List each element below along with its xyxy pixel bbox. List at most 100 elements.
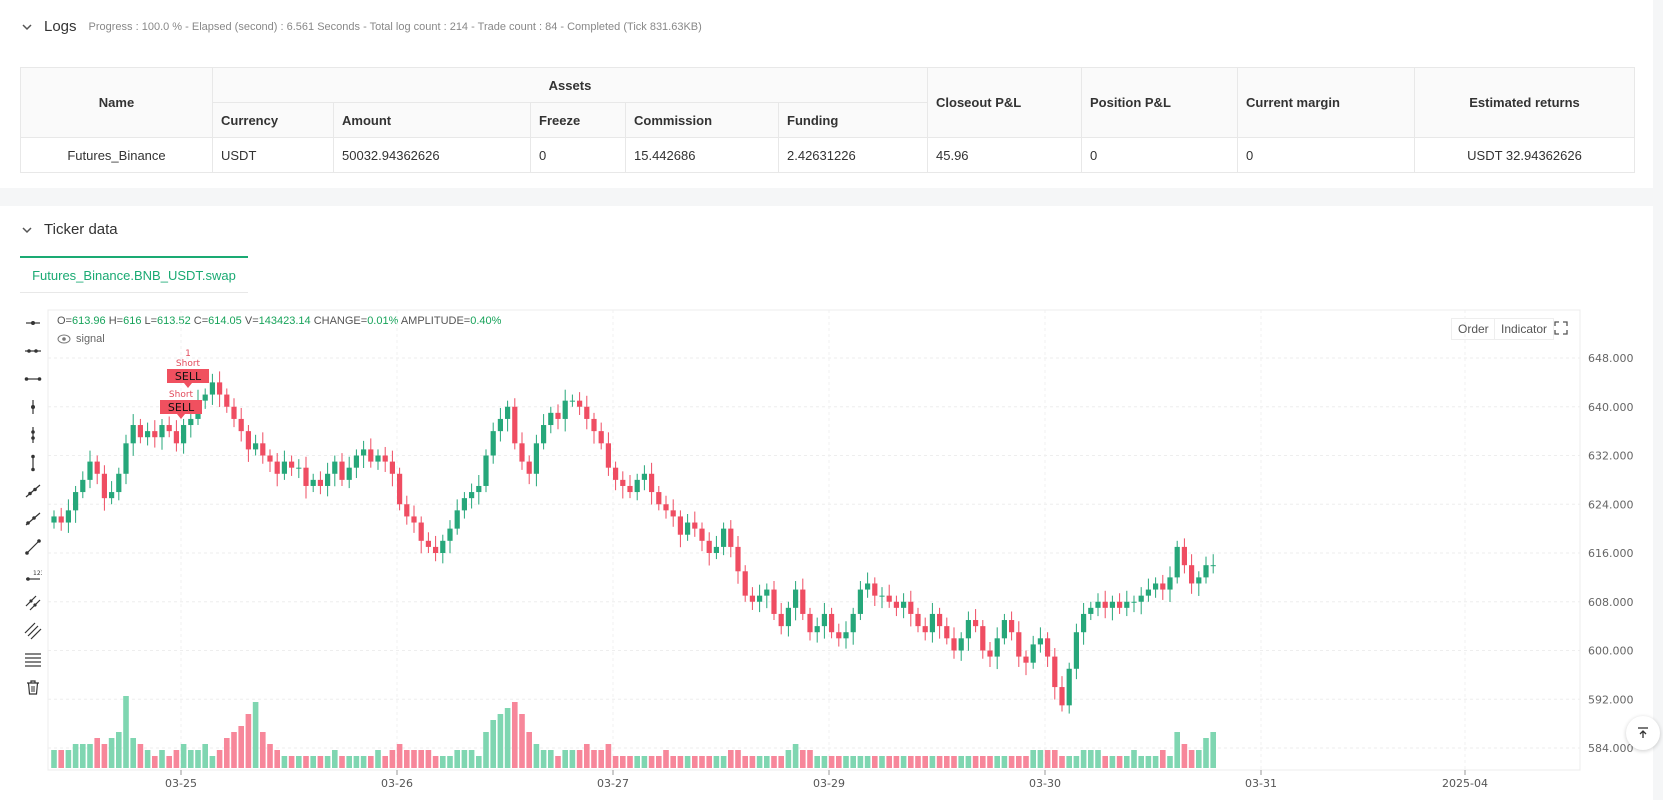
volume-bar (339, 756, 345, 768)
volume-bar (915, 756, 921, 768)
candle-body (440, 540, 446, 553)
fibonacci-icon[interactable] (24, 650, 42, 668)
candle-body (627, 485, 633, 493)
trash-icon[interactable] (24, 678, 42, 696)
volume-bar (1008, 756, 1015, 768)
eye-icon[interactable] (57, 334, 71, 344)
candle-body (231, 406, 237, 419)
volume-bar (900, 756, 907, 768)
candle-body (814, 626, 820, 633)
volume-bar (274, 750, 280, 768)
volume-bar (51, 750, 57, 768)
candle-body (209, 382, 215, 395)
volume-bar (1037, 750, 1044, 768)
x-tick-label: 03-30 (1029, 777, 1061, 790)
volume-bar (1167, 756, 1173, 768)
price-channel-icon[interactable] (24, 622, 42, 640)
volume-bar (353, 756, 360, 768)
trend-line-icon[interactable] (24, 510, 42, 528)
candle-body (173, 431, 179, 444)
candle-body (425, 540, 431, 547)
col-amount: Amount (333, 102, 531, 138)
volume-bar (360, 756, 367, 768)
volume-bar (188, 750, 194, 768)
c-label: C= (193, 315, 209, 327)
trend-ray-icon[interactable] (24, 482, 42, 500)
volume-bar (1059, 756, 1065, 768)
y-tick-label: 592.000 (1588, 693, 1634, 706)
candle-body (793, 589, 799, 608)
volume-bar (706, 756, 712, 768)
volume-bar (792, 744, 799, 768)
logs-header[interactable]: Logs Progress : 100.0 % - Elapsed (secon… (20, 18, 702, 35)
candle-body (1009, 620, 1015, 633)
order-button[interactable]: Order (1451, 318, 1496, 340)
cell-position: 0 (1081, 137, 1238, 173)
volume-bar (591, 750, 597, 768)
volume-bar (116, 732, 122, 768)
candle-body (1174, 546, 1180, 578)
volume-bar (173, 750, 180, 768)
volume-bar (720, 756, 727, 768)
vertical-line-icon[interactable] (24, 426, 42, 444)
candle-body (843, 632, 849, 639)
horizontal-line-icon[interactable] (24, 342, 42, 360)
logs-title: Logs (44, 18, 77, 35)
chevron-down-icon[interactable] (20, 223, 34, 237)
volume-bar (540, 750, 547, 768)
x-tick-label: 2025-04 (1442, 777, 1488, 790)
candle-body (1153, 583, 1159, 590)
horizontal-segment-icon[interactable] (24, 370, 42, 388)
candle-body (742, 571, 748, 596)
candle-body (1109, 601, 1115, 608)
vertical-segment-icon[interactable] (24, 454, 42, 472)
tab-bnb-usdt-swap[interactable]: Futures_Binance.BNB_USDT.swap (20, 256, 248, 293)
volume-bar (1080, 750, 1087, 768)
volume-bar (872, 756, 878, 768)
price-line-icon[interactable]: 123 (24, 566, 42, 584)
volume-bar (656, 756, 662, 768)
volume-bar (224, 738, 230, 768)
candle-body (447, 528, 453, 541)
col-funding: Funding (778, 102, 928, 138)
candle-body (857, 589, 863, 614)
candle-body (562, 400, 568, 419)
candle-body (1160, 583, 1166, 590)
candle-body (433, 546, 439, 553)
volume-bar (1052, 750, 1058, 768)
candle-body (908, 601, 914, 614)
horizontal-ray-icon[interactable] (24, 314, 42, 332)
candle-body (238, 418, 244, 432)
candle-body (685, 522, 691, 535)
chevron-down-icon[interactable] (20, 20, 34, 34)
col-margin: Current margin (1237, 67, 1415, 138)
volume-bar (260, 732, 266, 768)
open-value: 613.96 (71, 315, 106, 327)
indicator-button[interactable]: Indicator (1494, 318, 1555, 340)
vertical-ray-icon[interactable] (24, 398, 42, 416)
candle-body (505, 406, 511, 419)
plot-frame (47, 309, 1581, 771)
assets-table: Name Assets Closeout P&L Position P&L Cu… (20, 67, 1635, 173)
back-to-top-button[interactable] (1626, 716, 1660, 750)
volume-bar (987, 756, 993, 768)
ticker-header[interactable]: Ticker data (20, 221, 118, 238)
x-tick-label: 03-29 (813, 777, 845, 790)
candle-body (980, 626, 986, 651)
candle-body (1203, 565, 1209, 578)
segment-icon[interactable] (24, 538, 42, 556)
volume-bar (1102, 756, 1108, 768)
signal-legend[interactable]: signal (57, 333, 105, 345)
parallel-channel-icon[interactable] (24, 594, 42, 612)
candle-body (613, 467, 619, 480)
fullscreen-icon[interactable] (1553, 320, 1569, 336)
volume-bar (396, 744, 403, 768)
volume-bar (497, 714, 504, 768)
close-value: 614.05 (208, 315, 242, 327)
volume-bar (605, 744, 612, 768)
volume-bar (1145, 756, 1152, 768)
sell-marker (160, 400, 202, 414)
volume-bar (65, 750, 72, 768)
candle-body (346, 467, 352, 480)
